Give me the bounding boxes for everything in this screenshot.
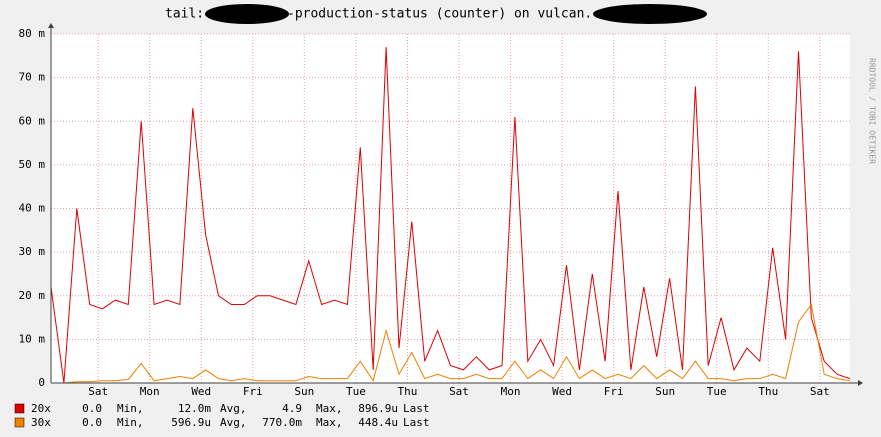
x-tick-label: Thu <box>398 385 418 398</box>
x-tick-label: Wed <box>552 385 572 398</box>
legend-label: 30x <box>31 416 51 429</box>
x-tick-label: Mon <box>140 385 160 398</box>
legend-stat-label: Avg, <box>220 416 247 429</box>
x-tick-label: Mon <box>501 385 521 398</box>
y-tick-label: 10 m <box>19 332 46 345</box>
legend-stat-label: Max, <box>316 416 343 429</box>
redaction <box>593 4 707 24</box>
legend-stat-label: Avg, <box>220 402 247 415</box>
legend-swatch <box>14 417 25 428</box>
redaction <box>205 4 289 24</box>
legend-stat: 596.9u <box>171 416 211 429</box>
x-tick-label: Fri <box>243 385 263 398</box>
legend-stat-label: Min, <box>117 416 144 429</box>
legend-stat: 896.9u <box>358 402 398 415</box>
legend-stat: 0.0 <box>82 402 102 415</box>
legend-stat: 4.9 <box>282 402 302 415</box>
legend-stat-label: Last <box>403 402 430 415</box>
series-line <box>51 303 851 384</box>
y-tick-label: 80 m <box>19 27 46 40</box>
x-tick-label: Tue <box>346 385 366 398</box>
legend-stat: 770.0m <box>262 416 302 429</box>
watermark: RRDTOOL / TOBI OETIKER <box>868 58 877 164</box>
legend-stat-label: Min, <box>117 402 144 415</box>
y-tick-label: 0 <box>38 376 45 389</box>
legend-stat: 12.0m <box>178 402 211 415</box>
title-part: -production-status (counter) on vulcan. <box>287 7 592 22</box>
x-tick-label: Sat <box>88 385 108 398</box>
x-tick-label: Sat <box>449 385 469 398</box>
x-tick-label: Sat <box>810 385 830 398</box>
x-tick-label: Tue <box>707 385 727 398</box>
x-tick-label: Wed <box>191 385 211 398</box>
y-tick-label: 20 m <box>19 289 46 302</box>
x-tick-label: Sun <box>655 385 675 398</box>
y-axis-arrow <box>48 23 54 28</box>
legend-stat: 0.0 <box>82 416 102 429</box>
legend-label: 20x <box>31 402 51 415</box>
legend: 20x 0.0 Min, 12.0m Avg, 4.9 Max, 896.9u Last 30x 0… <box>14 402 430 429</box>
x-tick-label: Fri <box>604 385 624 398</box>
x-tick-label: Thu <box>758 385 778 398</box>
legend-stat-label: Last <box>403 416 430 429</box>
legend-swatch <box>14 403 25 414</box>
x-axis-arrow <box>858 380 863 386</box>
y-tick-label: 30 m <box>19 245 46 258</box>
legend-stat-label: Max, <box>316 402 343 415</box>
y-tick-label: 50 m <box>19 158 46 171</box>
x-tick-label: Sun <box>294 385 314 398</box>
series-lines <box>50 47 851 384</box>
y-tick-label: 60 m <box>19 114 46 127</box>
y-tick-label: 70 m <box>19 71 46 84</box>
title-part: tail: <box>165 7 204 22</box>
y-tick-label: 40 m <box>19 202 46 215</box>
legend-stat: 448.4u <box>358 416 398 429</box>
series-line <box>50 47 851 384</box>
